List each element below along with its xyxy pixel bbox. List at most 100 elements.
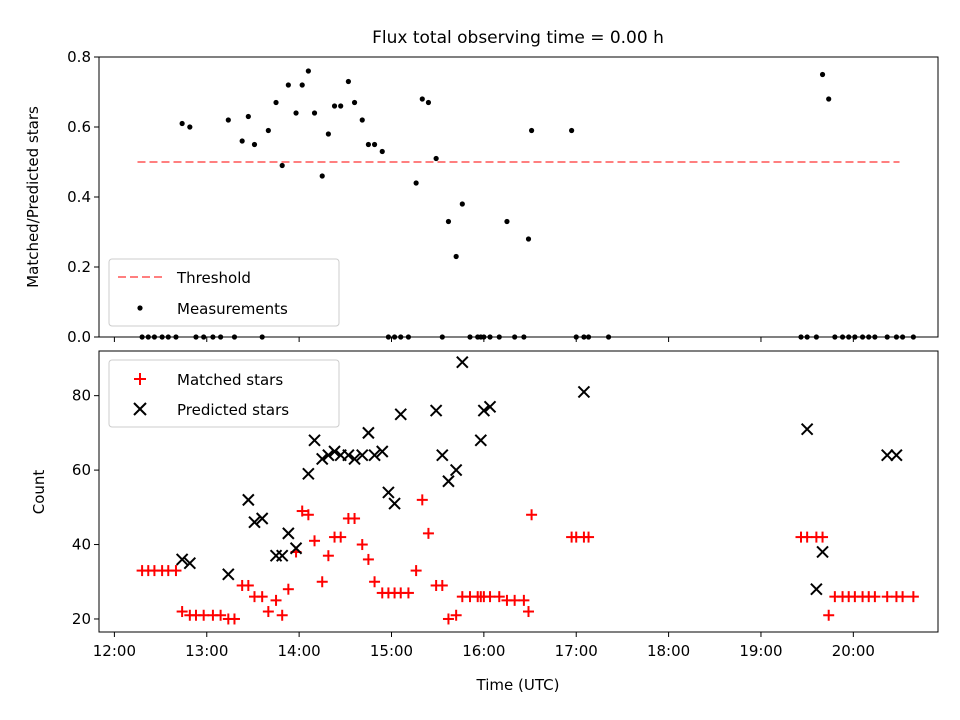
measurement-point <box>265 127 271 134</box>
count-marks <box>136 355 919 625</box>
y-axis-label-ratio: Matched/Predicted stars <box>24 106 42 288</box>
measurement-point <box>445 218 452 225</box>
axes-frame-count <box>98 350 939 633</box>
matched-star-point <box>523 606 535 618</box>
x-tick-label: 17:00 <box>555 642 598 660</box>
measurement-point <box>569 127 575 134</box>
matched-star-point <box>256 591 268 603</box>
y-ticks-count: 20 40 60 80 <box>72 387 99 628</box>
measurement-point <box>345 78 351 85</box>
predicted-star-point <box>275 549 289 562</box>
chart-title: Flux total observing time = 0.00 h <box>372 28 664 48</box>
x-tick-label: 19:00 <box>739 642 782 660</box>
ratio-panel: Flux total observing time = 0.00 h Match… <box>24 28 939 346</box>
predicted-star-point <box>890 449 903 462</box>
matched-star-point <box>335 531 347 543</box>
legend-predicted-swatch <box>133 402 147 416</box>
measurement-point <box>359 117 365 123</box>
measurement-point <box>279 162 285 169</box>
measurement-point <box>319 173 325 179</box>
matched-star-point <box>362 553 374 565</box>
predicted-star-point <box>222 568 235 581</box>
x-ticks-count: 12:00 13:00 14:00 15:00 16:00 17:00 18:00 19:00… <box>93 632 875 660</box>
measurement-point <box>459 201 465 207</box>
x-tick-label: 13:00 <box>185 642 228 660</box>
predicted-star-point <box>442 475 455 488</box>
predicted-star-point <box>388 497 401 510</box>
legend-measurements-label: Measurements <box>177 300 288 318</box>
matched-star-point <box>316 576 328 588</box>
x-axis-label: Time (UTC) <box>476 676 560 694</box>
measurement-point <box>371 141 378 148</box>
measurement-point <box>273 99 279 106</box>
measurement-point <box>305 68 311 74</box>
measurement-point <box>311 110 318 116</box>
legend-threshold-label: Threshold <box>176 269 251 287</box>
matched-star-point <box>309 535 321 547</box>
matched-star-point <box>436 579 448 591</box>
predicted-star-point <box>342 449 355 462</box>
x-tick-label: 18:00 <box>647 642 690 660</box>
measurement-point <box>331 103 338 109</box>
predicted-star-point <box>376 445 389 458</box>
y-ticks-ratio: 0.0 0.2 0.4 0.6 0.8 <box>67 48 99 346</box>
matched-star-point <box>422 527 434 539</box>
predicted-star-point <box>394 408 407 421</box>
matched-star-point <box>176 606 188 618</box>
x-tick-label: 20:00 <box>832 642 875 660</box>
matched-star-point <box>349 512 361 524</box>
matched-star-point <box>897 591 909 603</box>
matched-star-point <box>170 565 182 577</box>
matched-star-point <box>242 579 254 591</box>
y-tick-label-ratio: 0.4 <box>67 188 91 206</box>
measurement-point <box>239 138 245 144</box>
measurement-point <box>433 155 439 162</box>
y-axis-label-count: Count <box>30 470 48 515</box>
matched-star-point <box>442 613 454 625</box>
predicted-star-point <box>449 463 463 477</box>
predicted-star-point <box>183 556 197 570</box>
measurement-point <box>453 253 459 260</box>
count-panel: Count Time (UTC) 20 40 60 80 12:00 13:00 14:0… <box>30 350 939 694</box>
matched-star-point <box>402 587 414 599</box>
measurement-point <box>338 103 344 109</box>
predicted-star-point <box>800 422 814 436</box>
measurement-point <box>251 141 258 148</box>
predicted-star-point <box>368 449 381 462</box>
measurement-point <box>293 110 299 116</box>
matched-star-point <box>881 591 893 603</box>
matched-star-point <box>509 594 521 606</box>
measurement-point <box>285 82 291 88</box>
predicted-star-point <box>282 527 295 540</box>
y-tick-label-count: 60 <box>72 461 91 479</box>
measurement-point <box>365 141 372 148</box>
predicted-star-point <box>255 512 269 525</box>
predicted-star-point <box>356 449 369 462</box>
measurement-point <box>379 148 385 155</box>
matched-star-point <box>262 606 274 618</box>
measurement-point <box>179 120 185 127</box>
y-tick-label-count: 80 <box>72 387 91 405</box>
predicted-star-point <box>577 385 591 399</box>
predicted-star-point <box>248 515 261 529</box>
legend-measurements-swatch <box>137 305 143 311</box>
predicted-star-point <box>328 445 341 458</box>
measurement-point <box>245 113 251 120</box>
y-tick-label-ratio: 0.2 <box>67 258 91 276</box>
measurement-point <box>413 180 419 186</box>
predicted-star-point <box>316 452 329 466</box>
predicted-star-point <box>348 452 361 466</box>
predicted-star-point <box>477 404 491 417</box>
predicted-star-point <box>302 467 315 481</box>
matched-star-point <box>198 609 210 621</box>
measurement-point <box>299 82 305 88</box>
predicted-star-point <box>362 426 375 440</box>
predicted-star-point <box>483 400 497 414</box>
measurement-point <box>819 71 826 78</box>
measurement-point <box>525 236 532 242</box>
matched-star-point <box>823 609 835 621</box>
predicted-star-point <box>474 434 487 447</box>
predicted-star-point <box>289 542 303 555</box>
predicted-star-point <box>456 355 469 369</box>
